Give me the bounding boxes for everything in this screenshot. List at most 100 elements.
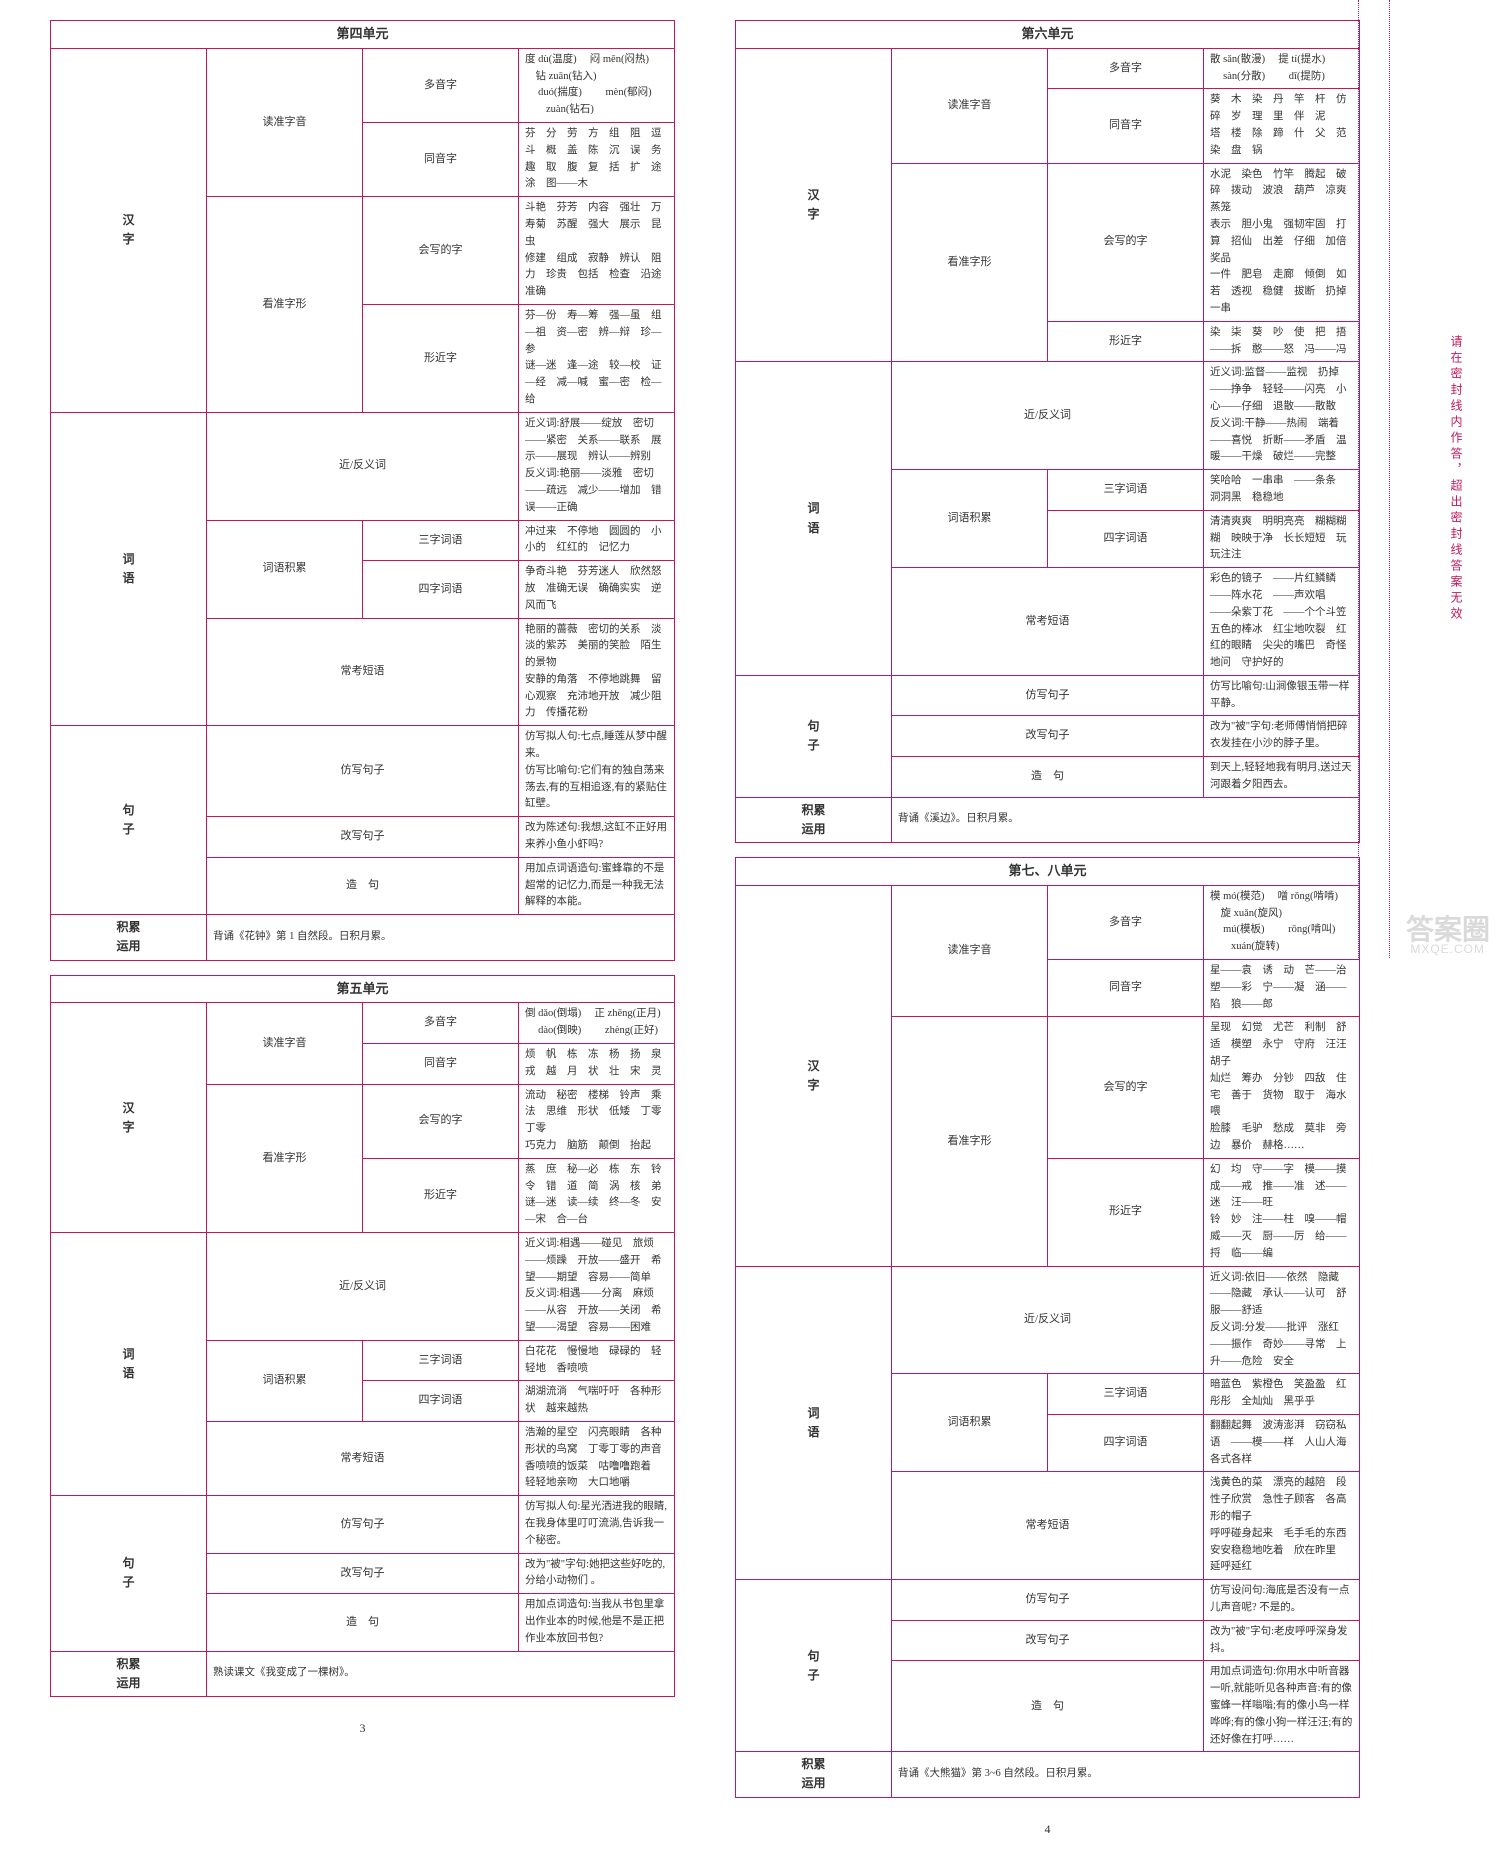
jinfan-label: 近/反义词 xyxy=(207,412,519,520)
jilei-content: 背诵《溪边》。日积月累。 xyxy=(892,797,1360,842)
jilei-content: 背诵《大熊猫》第 3~6 自然段。日积月累。 xyxy=(892,1752,1360,1797)
fangxie-label: 仿写句子 xyxy=(207,1496,519,1553)
tongyin-content: 葵 木 染 丹 竿 杆 仿 碎 岁 理 里 伴 泥塔 楼 除 蹄 什 父 范 染… xyxy=(1204,89,1360,163)
changkao-label: 常考短语 xyxy=(207,1421,519,1495)
duoyin-label: 多音字 xyxy=(363,48,519,122)
juzhi-label: 句子 xyxy=(51,726,207,915)
tongyin-content: 烦 帆 栋 冻 杨 扬 泉 戎 越 月 状 壮 宋 灵 xyxy=(519,1044,675,1085)
fangxie-content: 仿写比喻句:山涧像银玉带一样平静。 xyxy=(1204,675,1360,716)
unit6-title: 第六单元 xyxy=(736,21,1360,49)
changkao-content: 艳丽的蔷薇 密切的关系 淡淡的紫苏 美丽的笑脸 陌生的景物安静的角落 不停地跳舞… xyxy=(519,618,675,726)
four-label: 四字词语 xyxy=(363,561,519,618)
watermark-sub: MXQE.COM xyxy=(1410,942,1485,956)
hanzi-label: 汉字 xyxy=(51,1003,207,1233)
fangxie-label: 仿写句子 xyxy=(892,1580,1204,1621)
unit78-table: 第七、八单元 汉字 读准字音 多音字 模 mó(模范) 噌 rǒng(啃啃) 旋… xyxy=(735,857,1360,1798)
xingjin-label: 形近字 xyxy=(1048,1158,1204,1266)
changkao-content: 浅黄色的菜 漂亮的越陪 段性子欣赏 急性子顾客 各高形的帽子呼呼碰身起来 毛手毛… xyxy=(1204,1472,1360,1580)
tongyin-label: 同音字 xyxy=(1048,960,1204,1017)
juzhi-label: 句子 xyxy=(736,1580,892,1752)
page-num-left: 3 xyxy=(50,1711,675,1756)
ciyu-label: 词语 xyxy=(736,362,892,676)
three-label: 三字词语 xyxy=(363,1340,519,1381)
fangxie-content: 仿写拟人句:七点,睡莲从梦中醒来。仿写比喻句:它们有的独自荡来荡去,有的互相追逐… xyxy=(519,726,675,817)
tongyin-label: 同音字 xyxy=(1048,89,1204,163)
three-content: 暗蓝色 紫橙色 笑盈盈 红彤彤 全灿灿 黑乎乎 xyxy=(1204,1374,1360,1415)
unit4-title: 第四单元 xyxy=(51,21,675,49)
page-num-right: 4 xyxy=(735,1812,1360,1857)
unit78-title: 第七、八单元 xyxy=(736,858,1360,886)
zixing-label: 看准字形 xyxy=(892,1017,1048,1266)
zaoju-label: 造 句 xyxy=(207,1594,519,1651)
unit5-title: 第五单元 xyxy=(51,975,675,1003)
jilei-content: 熟读课文《我变成了一棵树》。 xyxy=(207,1651,675,1696)
jinfan-label: 近/反义词 xyxy=(892,1266,1204,1374)
cyjl-label: 词语积累 xyxy=(892,1374,1048,1472)
gaixie-content: 改为"被"字句:老师傅悄悄把碎衣发挂在小沙的脖子里。 xyxy=(1204,716,1360,757)
ciyu-label: 词语 xyxy=(51,412,207,726)
duoyin-content: 倒 dǎo(倒塌) 正 zhēng(正月) dào(倒映) zhèng(正好) xyxy=(519,1003,675,1044)
huixie-label: 会写的字 xyxy=(363,1084,519,1158)
tongyin-label: 同音字 xyxy=(363,122,519,196)
huixie-label: 会写的字 xyxy=(1048,1017,1204,1158)
jinfan-content: 近义词:依旧——依然 隐藏——隐藏 承认——认可 舒服——舒适反义词:分发——批… xyxy=(1204,1266,1360,1374)
pages-container: 第四单元 汉字 读准字音 多音字 度 dù(温度) 闷 mēn(闷热) 钻 zu… xyxy=(0,0,1380,958)
xingjin-content: 染 柒 葵 吵 使 把 捂——拆 憨——怒 冯——冯 xyxy=(1204,321,1360,362)
duyin-label: 读准字音 xyxy=(207,48,363,196)
xingjin-label: 形近字 xyxy=(1048,321,1204,362)
zixing-label: 看准字形 xyxy=(207,1084,363,1232)
gaixie-label: 改写句子 xyxy=(207,1553,519,1594)
huixie-content: 斗艳 芬芳 内容 强壮 万寿菊 苏醒 强大 展示 昆虫修建 组成 寂静 辨认 阻… xyxy=(519,197,675,305)
page-right: 第六单元 汉字 读准字音 多音字 散 sǎn(散漫) 提 tí(提水) sàn(… xyxy=(735,20,1360,958)
jinfan-label: 近/反义词 xyxy=(892,362,1204,470)
duyin-label: 读准字音 xyxy=(892,885,1048,1017)
tongyin-content: 芬 分 劳 方 组 阻 逗 斗 概 盖 陈 沉 误 务趣 取 腹 复 括 扩 途… xyxy=(519,122,675,196)
changkao-content: 浩瀚的星空 闪亮眼睛 各种形状的鸟窝 丁零丁零的声音香喷喷的饭菜 咕噜噜跑着 轻… xyxy=(519,1421,675,1495)
xingjin-content: 蒸 庶 秘—必 栋 东 铃 令 错 道 简 涡 核 弟谜—迷 读—续 终—冬 安… xyxy=(519,1158,675,1232)
zaoju-label: 造 句 xyxy=(892,757,1204,798)
gaixie-content: 改为陈述句:我想,这缸不正好用来养小鱼小虾吗? xyxy=(519,817,675,858)
duoyin-content: 模 mó(模范) 噌 rǒng(啃啃) 旋 xuǎn(旋风) mú(模板) rō… xyxy=(1204,885,1360,959)
fangxie-content: 仿写设问句:海底是否没有一点儿声音呢? 不是的。 xyxy=(1204,1580,1360,1621)
tongyin-content: 星——袁 诱 动 芒——治 塑——彩 宁——凝 涵——陷 狼——郎 xyxy=(1204,960,1360,1017)
jilei-content: 背诵《花钟》第 1 自然段。日积月累。 xyxy=(207,915,675,960)
four-content: 争奇斗艳 芬芳迷人 欣然怒放 准确无误 确确实实 逆风而飞 xyxy=(519,561,675,618)
four-label: 四字词语 xyxy=(363,1381,519,1422)
four-label: 四字词语 xyxy=(1048,1414,1204,1471)
cyjl-label: 词语积累 xyxy=(207,520,363,618)
fangxie-label: 仿写句子 xyxy=(207,726,519,817)
three-label: 三字词语 xyxy=(1048,1374,1204,1415)
fangxie-content: 仿写拟人句:星光洒进我的眼睛,在我身体里叮叮流淌,告诉我一个秘密。 xyxy=(519,1496,675,1553)
unit4-table: 第四单元 汉字 读准字音 多音字 度 dù(温度) 闷 mēn(闷热) 钻 zu… xyxy=(50,20,675,961)
ciyu-label: 词语 xyxy=(51,1232,207,1495)
four-label: 四字词语 xyxy=(1048,510,1204,567)
huixie-content: 流动 秘密 楼梯 铃声 乘法 思维 形状 低矮 丁零丁零巧克力 脑筋 颠倒 抬起 xyxy=(519,1084,675,1158)
gaixie-label: 改写句子 xyxy=(892,1620,1204,1661)
fangxie-label: 仿写句子 xyxy=(892,675,1204,716)
changkao-content: 彩色的镜子 ——片红鳞鳞 ——阵水花 ——声欢唱 ——朵紫丁花 ——个个斗笠五色… xyxy=(1204,568,1360,676)
huixie-content: 水泥 染色 竹竿 腾起 破碎 拨动 波浪 葫芦 凉爽 蒸笼表示 胆小鬼 强韧牢固… xyxy=(1204,163,1360,321)
hanzi-label: 汉字 xyxy=(736,885,892,1266)
xingjin-label: 形近字 xyxy=(363,1158,519,1232)
jinfan-content: 近义词:监督——监视 扔掉——挣争 轻轻——闪亮 小心——仔细 退散——散散反义… xyxy=(1204,362,1360,470)
hanzi-label: 汉字 xyxy=(736,48,892,362)
hanzi-label: 汉字 xyxy=(51,48,207,412)
xingjin-content: 芬—份 寿—筹 强—虽 组—祖 资—密 辨—辩 珍—参谜—迷 逢—途 较—校 证… xyxy=(519,304,675,412)
huixie-content: 呈现 幻觉 尤芒 利制 舒适 模塑 永宁 守府 汪汪 胡子灿烂 筹办 分钞 四敌… xyxy=(1204,1017,1360,1158)
zaoju-content: 用加点词造句:你用水中听音器一听,就能听见各种声音:有的像蜜蜂一样嗡嗡;有的像小… xyxy=(1204,1661,1360,1752)
duoyin-label: 多音字 xyxy=(363,1003,519,1044)
jinfan-content: 近义词:相遇——碰见 旅烦——烦躁 开放——盛开 希望——期望 容易——简单反义… xyxy=(519,1232,675,1340)
gaixie-content: 改为"被"字句:她把这些好吃的,分给小动物们 。 xyxy=(519,1553,675,1594)
cyjl-label: 词语积累 xyxy=(892,470,1048,568)
tongyin-label: 同音字 xyxy=(363,1044,519,1085)
jilei-label: 积累运用 xyxy=(51,915,207,960)
three-label: 三字词语 xyxy=(363,520,519,561)
duoyin-label: 多音字 xyxy=(1048,48,1204,89)
three-content: 笑哈哈 一串串 ——条条 洞洞黑 稳稳地 xyxy=(1204,470,1360,511)
changkao-label: 常考短语 xyxy=(207,618,519,726)
changkao-label: 常考短语 xyxy=(892,1472,1204,1580)
zaoju-content: 用加点词语造句:蜜蜂靠的不是超常的记忆力,而是一种我无法解释的本能。 xyxy=(519,857,675,914)
gaixie-label: 改写句子 xyxy=(207,817,519,858)
cyjl-label: 词语积累 xyxy=(207,1340,363,1421)
zaoju-content: 用加点词造句:当我从书包里拿出作业本的时候,他是不是正把作业本放回书包? xyxy=(519,1594,675,1651)
